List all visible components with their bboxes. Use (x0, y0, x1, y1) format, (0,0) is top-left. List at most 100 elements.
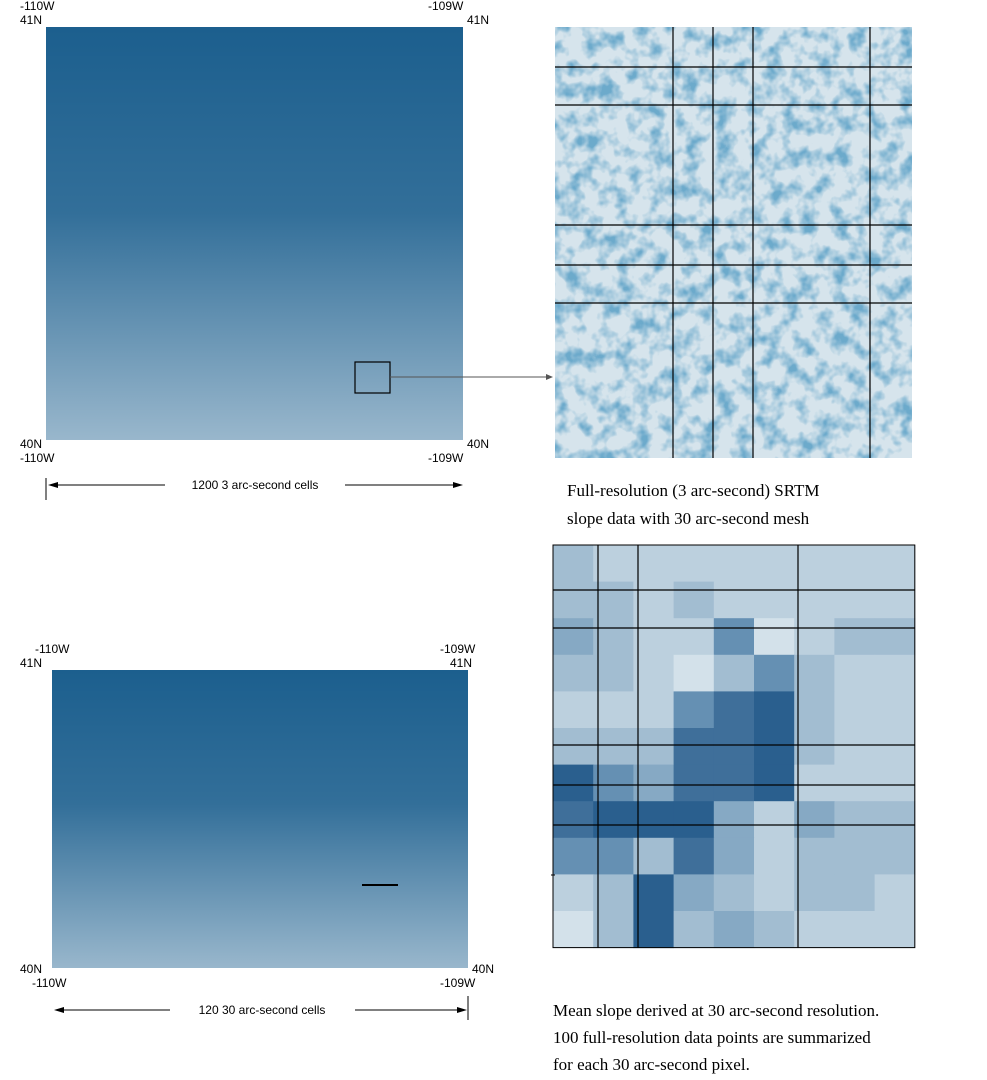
cell (714, 728, 755, 765)
cell (633, 728, 674, 765)
caption: Full-resolution (3 arc-second) SRTM (567, 481, 820, 500)
cell (593, 838, 634, 875)
caption: slope data with 30 arc-second mesh (567, 509, 810, 528)
cell (674, 582, 715, 619)
cell (834, 801, 875, 838)
caption: for each 30 arc-second pixel. (553, 1055, 750, 1074)
cell (674, 911, 715, 948)
zoom-map (555, 27, 912, 458)
cell (633, 874, 674, 911)
corner-label: -109W (440, 642, 476, 656)
corner-label: -109W (428, 451, 464, 465)
cell (794, 801, 835, 838)
cell (553, 582, 594, 619)
corner-label: 41N (467, 13, 489, 27)
cell (714, 801, 755, 838)
corner-label: 40N (20, 962, 42, 976)
scale-label: 1200 3 arc-second cells (192, 478, 319, 492)
corner-label: 41N (20, 13, 42, 27)
cell (794, 618, 835, 655)
cell (794, 582, 835, 619)
cell (834, 911, 875, 948)
cell (834, 728, 875, 765)
cell (674, 838, 715, 875)
corner-label: -109W (428, 0, 464, 13)
cell (674, 545, 715, 582)
caption: 100 full-resolution data points are summ… (553, 1028, 871, 1047)
cell (553, 874, 594, 911)
cell (553, 655, 594, 692)
cell (674, 765, 715, 802)
cell (593, 801, 634, 838)
cell (553, 728, 594, 765)
corner-label: 40N (472, 962, 494, 976)
arrow-head (453, 482, 463, 488)
cell (674, 801, 715, 838)
cell (674, 874, 715, 911)
cell (714, 582, 755, 619)
cell (553, 765, 594, 802)
cell (754, 545, 795, 582)
arrow-head (54, 1007, 64, 1013)
cell (875, 618, 916, 655)
cell (633, 691, 674, 728)
cell (553, 618, 594, 655)
corner-label: -109W (440, 976, 476, 990)
cell (633, 911, 674, 948)
cell (834, 691, 875, 728)
cell (875, 801, 916, 838)
scale-label: 120 30 arc-second cells (199, 1003, 326, 1017)
cell (794, 838, 835, 875)
figure: -110W 41N -109W 41N 40N -110W 40N -109W … (0, 0, 987, 1080)
cell (834, 874, 875, 911)
cell (794, 691, 835, 728)
cell (875, 838, 916, 875)
cell (674, 618, 715, 655)
caption: Mean slope derived at 30 arc-second reso… (553, 1001, 879, 1020)
mean-res-map (52, 670, 468, 968)
cell (593, 911, 634, 948)
cell (593, 655, 634, 692)
cell (633, 801, 674, 838)
cell (714, 911, 755, 948)
cell (875, 728, 916, 765)
cell (754, 655, 795, 692)
cell (754, 582, 795, 619)
cell (834, 655, 875, 692)
cell (794, 765, 835, 802)
cell (875, 582, 916, 619)
cell (714, 874, 755, 911)
cell (754, 691, 795, 728)
full-res-map (46, 27, 553, 440)
cell (875, 874, 916, 911)
cell (593, 618, 634, 655)
cell (794, 874, 835, 911)
cell (633, 765, 674, 802)
cell (794, 911, 835, 948)
cell (794, 728, 835, 765)
cell (875, 545, 916, 582)
cell (754, 728, 795, 765)
cell (754, 801, 795, 838)
cell (553, 691, 594, 728)
cell (553, 838, 594, 875)
corner-label: 41N (450, 656, 472, 670)
cell (754, 911, 795, 948)
cell (593, 728, 634, 765)
cell (834, 582, 875, 619)
cell (754, 618, 795, 655)
cell (794, 545, 835, 582)
cell (754, 765, 795, 802)
cell (553, 801, 594, 838)
cell (754, 874, 795, 911)
cell (674, 691, 715, 728)
corner-label: 40N (467, 437, 489, 451)
cell (875, 691, 916, 728)
cell (714, 691, 755, 728)
cell (834, 545, 875, 582)
cell (633, 582, 674, 619)
cell (593, 582, 634, 619)
cell (834, 618, 875, 655)
corner-label: -110W (20, 451, 55, 465)
cell (593, 545, 634, 582)
